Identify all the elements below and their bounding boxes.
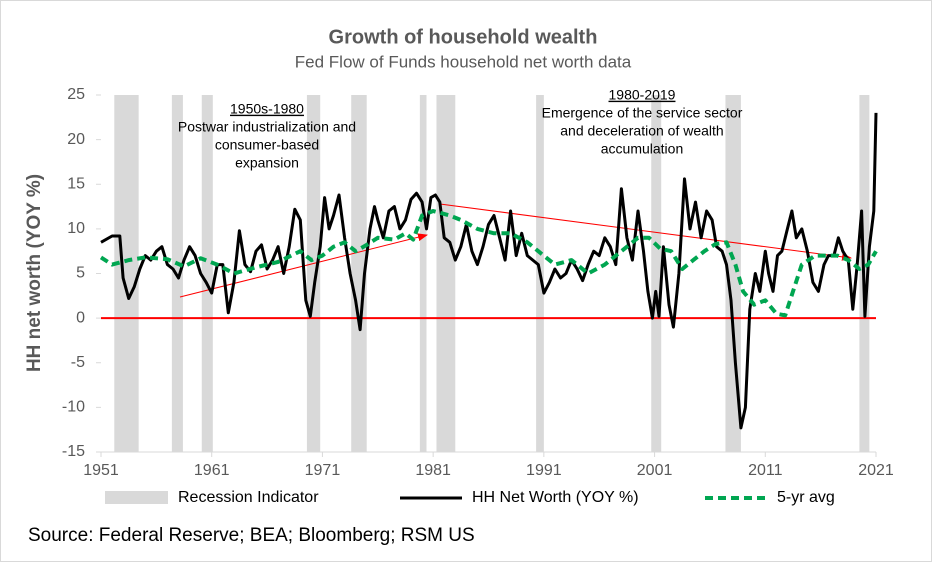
recession-bar (114, 95, 139, 452)
y-axis-label: HH net worth (YOY %) (24, 174, 45, 372)
annotation-line: Emergence of the service sector (542, 105, 743, 121)
chart-title: Growth of household wealth (329, 26, 598, 48)
y-tick-label: 20 (67, 131, 85, 148)
series-line (99, 209, 878, 318)
recession-bar (201, 95, 213, 452)
legend-label: HH Net Worth (YOY %) (472, 489, 639, 506)
x-tick-label: 1951 (83, 462, 119, 479)
annotation-line: and deceleration of wealth (560, 123, 723, 139)
annotation-heading: 1980-2019 (609, 87, 676, 103)
recession-bar (351, 95, 367, 452)
annotation-line: accumulation (601, 141, 684, 157)
x-tick-label: 2001 (637, 462, 673, 479)
recession-bar (419, 95, 427, 452)
y-tick-label: 10 (67, 220, 85, 237)
source: Source: Federal Reserve; BEA; Bloomberg;… (28, 525, 475, 546)
x-tick-label: 1991 (526, 462, 562, 479)
y-tick-label: 15 (67, 175, 85, 192)
series-line (100, 112, 878, 430)
annotation-heading: 1950s-1980 (230, 101, 304, 117)
y-tick-label: 0 (76, 309, 85, 326)
recession-bar (725, 95, 741, 452)
y-tick-label: -5 (71, 354, 85, 371)
x-tick-label: 1971 (305, 462, 341, 479)
legend-label: 5-yr avg (777, 489, 835, 506)
annotation-line: expansion (235, 155, 299, 171)
recession-bar (436, 95, 456, 452)
y-tick-label: -15 (62, 443, 85, 460)
legend-label: Recession Indicator (178, 489, 319, 506)
y-tick-label: -10 (62, 399, 85, 416)
x-tick-label: 1961 (194, 462, 230, 479)
annotation-line: consumer-based (215, 137, 319, 153)
annotation-line: Postwar industrialization and (178, 119, 356, 135)
recession-bar (651, 95, 662, 452)
y-tick-label: 5 (76, 265, 85, 282)
legend-swatch (105, 491, 168, 504)
recession-bar (306, 95, 321, 452)
y-tick-label: 25 (67, 86, 85, 103)
x-tick-label: 1981 (415, 462, 451, 479)
x-tick-label: 2021 (858, 462, 894, 479)
x-tick-label: 2011 (748, 462, 783, 479)
chart-subtitle: Fed Flow of Funds household net worth da… (295, 52, 632, 71)
